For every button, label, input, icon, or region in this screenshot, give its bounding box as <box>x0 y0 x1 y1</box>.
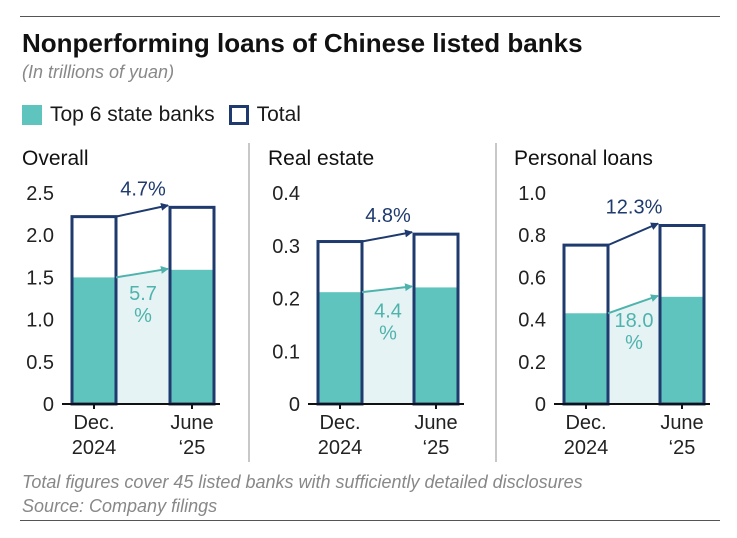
x-tick-label: June <box>414 412 457 434</box>
bar-state-1 <box>72 277 116 404</box>
top-rule <box>20 16 720 17</box>
state-change-label: % <box>379 322 397 344</box>
growth-wedge <box>362 287 414 404</box>
total-change-arrow <box>361 229 413 243</box>
bar-state-2 <box>660 296 704 404</box>
x-tick-label: ‘25 <box>669 437 696 459</box>
y-tick-label: 0.2 <box>272 289 300 311</box>
legend: Top 6 state banks Total <box>22 102 301 128</box>
y-tick-label: 0.6 <box>518 267 546 289</box>
y-tick-label: 0 <box>43 394 54 416</box>
x-tick-label: June <box>170 412 213 434</box>
x-tick-label: 2024 <box>72 437 117 459</box>
y-tick-label: 0.5 <box>26 352 54 374</box>
panel-title: Personal loans <box>514 147 653 170</box>
state-change-arrow <box>607 294 659 315</box>
y-tick-label: 0.4 <box>272 183 300 205</box>
x-tick-label: ‘25 <box>179 437 206 459</box>
state-change-label: % <box>625 332 643 354</box>
legend-label-total: Total <box>256 103 301 126</box>
total-change-arrow <box>607 222 659 247</box>
legend-label-state-banks: Top 6 state banks <box>50 103 215 126</box>
legend-swatch-total <box>228 105 249 125</box>
state-change-label: 5.7 <box>129 283 157 305</box>
y-tick-label: 0 <box>289 394 300 416</box>
state-change-label: 4.4 <box>374 300 402 322</box>
state-change-label: 18.0 <box>615 310 654 332</box>
panel-3: Personal loans 0 0.2 0.4 0.6 0.8 1.0 Dec. 2024 Ju… <box>514 147 710 459</box>
x-tick-label: Dec. <box>73 412 114 434</box>
state-change-arrow <box>115 265 169 279</box>
source-note: Source: Company filings <box>22 496 218 516</box>
total-change-label: 12.3% <box>606 196 663 218</box>
bar-state-2 <box>414 287 458 404</box>
state-change-arrow <box>361 283 413 294</box>
total-change-label: 4.8% <box>365 205 411 227</box>
x-tick-label: 2024 <box>318 437 363 459</box>
bar-state-2 <box>170 269 214 404</box>
y-tick-label: 0.4 <box>518 310 546 332</box>
y-tick-label: 2.0 <box>26 225 54 247</box>
y-tick-label: 0.3 <box>272 236 300 258</box>
panel-1: Overall 0 0.5 1.0 1.5 2.0 2.5 Dec. 2024 June ‘25 4.… <box>22 147 220 459</box>
panel-title: Real estate <box>268 147 374 170</box>
y-tick-label: 0.8 <box>518 225 546 247</box>
y-tick-label: 2.5 <box>26 183 54 205</box>
footnote-block: Total figures cover 45 listed banks with… <box>22 470 583 518</box>
growth-wedge <box>116 269 170 404</box>
state-change-label: % <box>134 305 152 327</box>
total-change-arrow <box>115 202 169 218</box>
panel-2: Real estate 0 0.1 0.2 0.3 0.4 Dec. 2024 June ‘25 4… <box>268 147 464 459</box>
y-tick-label: 1.5 <box>26 267 54 289</box>
legend-swatch-state-banks <box>22 105 42 125</box>
x-tick-label: Dec. <box>565 412 606 434</box>
footnote: Total figures cover 45 listed banks with… <box>22 472 583 492</box>
bar-state-1 <box>564 313 608 404</box>
bar-state-1 <box>318 292 362 404</box>
x-tick-label: ‘25 <box>423 437 450 459</box>
y-tick-label: 0.1 <box>272 341 300 363</box>
growth-wedge <box>608 296 660 404</box>
y-tick-label: 1.0 <box>518 183 546 205</box>
total-change-label: 4.7% <box>120 178 166 200</box>
x-tick-label: June <box>660 412 703 434</box>
panel-title: Overall <box>22 147 89 170</box>
chart-title: Nonperforming loans of Chinese listed ba… <box>22 28 583 58</box>
y-tick-label: 0.2 <box>518 352 546 374</box>
x-tick-label: 2024 <box>564 437 609 459</box>
chart-subtitle: (In trillions of yuan) <box>22 62 175 82</box>
x-tick-label: Dec. <box>319 412 360 434</box>
y-tick-label: 0 <box>535 394 546 416</box>
bottom-rule <box>20 520 720 521</box>
y-tick-label: 1.0 <box>26 310 54 332</box>
